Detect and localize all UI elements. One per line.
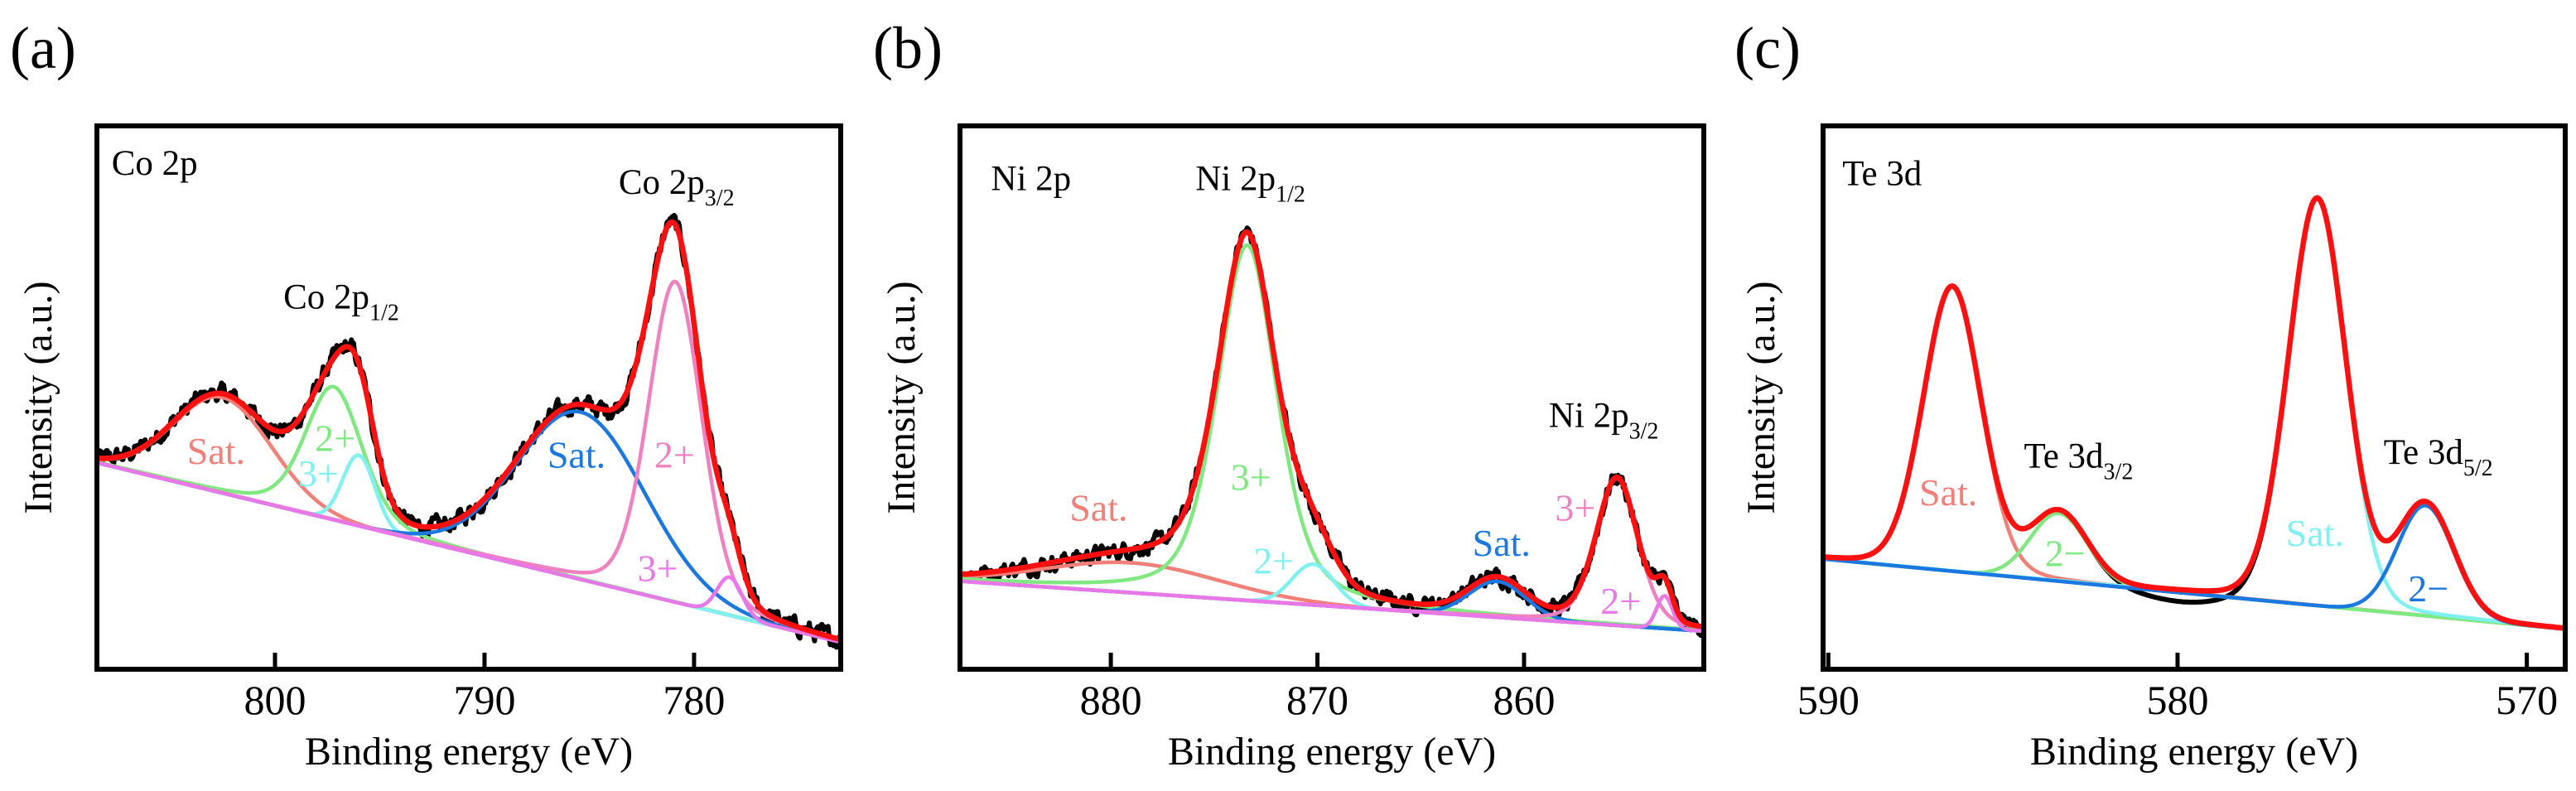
spectrum-title: Ni 2p (991, 159, 1071, 198)
x-tick-label: 590 (1797, 677, 1860, 723)
x-axis-title: Binding energy (eV) (2030, 730, 2358, 774)
peak-label: Co 2p3/2 (619, 163, 735, 211)
component-label: 3+ (1231, 456, 1271, 499)
panel-label: (c) (1734, 15, 1801, 81)
component-label: 2+ (1600, 580, 1641, 622)
component-label: 3+ (1555, 486, 1595, 528)
component-label: 2+ (654, 434, 695, 476)
x-tick-label: 580 (2146, 677, 2208, 723)
peak-label: Ni 2p1/2 (1195, 159, 1305, 207)
component-label: 2+ (315, 417, 355, 459)
component-line-5 (960, 579, 1704, 634)
component-label: 3+ (298, 452, 339, 494)
fit-envelope-line (1823, 195, 2565, 631)
plot-frame (958, 123, 1706, 672)
panel-label: (a) (10, 15, 76, 81)
peak-label-subscript: 5/2 (2463, 456, 2493, 481)
component-label: Sat. (1069, 486, 1127, 528)
x-tick-label: 800 (244, 677, 306, 723)
peak-label-main: Ni 2p (1195, 159, 1276, 198)
peak-label-main: Ni 2p (1549, 396, 1629, 435)
peak-label-main: Te 3d (2384, 433, 2463, 472)
fit-envelope-line (97, 219, 841, 643)
component-label: Sat. (2286, 512, 2344, 554)
component-label: Sat. (187, 430, 245, 472)
peak-label-main: Co 2p (283, 277, 369, 316)
x-tick-label: 780 (663, 677, 725, 723)
component-line-2 (1823, 195, 2565, 630)
peak-label: Te 3d3/2 (2024, 437, 2133, 485)
x-tick-label: 880 (1080, 677, 1142, 723)
x-axis-title: Binding energy (eV) (1168, 730, 1496, 774)
plot-area (97, 213, 841, 650)
peak-label-subscript: 3/2 (1629, 418, 1659, 444)
component-label: 2+ (1253, 540, 1294, 582)
peak-label-subscript: 1/2 (1276, 181, 1305, 207)
component-label: 3+ (638, 547, 678, 590)
plot-area (1823, 195, 2565, 631)
peak-label-subscript: 3/2 (705, 186, 735, 211)
spectrum-title: Co 2p (112, 144, 198, 183)
component-label: Sat. (548, 434, 605, 476)
chart-panel-a: 800 790 780 Binding energy (eV) Intensity (a… (10, 15, 843, 774)
peak-label-subscript: 3/2 (2104, 460, 2134, 485)
x-tick-label: 570 (2496, 677, 2558, 723)
y-axis-title: Intensity (a.u.) (880, 281, 924, 514)
peak-label-main: Te 3d (2024, 437, 2103, 476)
plot-frame (94, 123, 843, 672)
spectrum-title: Te 3d (1842, 155, 1922, 194)
chart-panel-b: 880 870 860 Binding energy (eV) Intensity (a… (873, 15, 1706, 774)
panel-label: (b) (873, 15, 943, 81)
peak-label-subscript: 1/2 (369, 300, 399, 326)
raw-data-line (1823, 195, 2565, 631)
x-tick-label: 860 (1493, 677, 1555, 723)
x-tick-label: 870 (1286, 677, 1348, 723)
component-line-5 (97, 461, 841, 644)
fit-envelope-line (960, 229, 1704, 630)
component-line-1 (960, 243, 1704, 633)
chart-panel-c: 590 580 570 Binding energy (eV) Intensity (a… (1734, 15, 2568, 774)
component-label: Sat. (1919, 471, 1977, 514)
peak-label-main: Co 2p (619, 163, 705, 202)
component-label: 2− (2408, 567, 2448, 610)
component-label: 2− (2045, 532, 2086, 574)
plot-area (960, 225, 1704, 639)
plot-frame (1821, 123, 2568, 672)
peak-label: Te 3d5/2 (2384, 433, 2493, 481)
x-tick-label: 790 (453, 677, 515, 723)
component-label: Sat. (1473, 522, 1531, 564)
y-axis-title: Intensity (a.u.) (1739, 281, 1783, 514)
peak-label: Co 2p1/2 (283, 277, 399, 326)
x-axis-title: Binding energy (eV) (305, 730, 633, 774)
peak-label: Ni 2p3/2 (1549, 396, 1659, 444)
y-axis-title: Intensity (a.u.) (17, 281, 60, 514)
